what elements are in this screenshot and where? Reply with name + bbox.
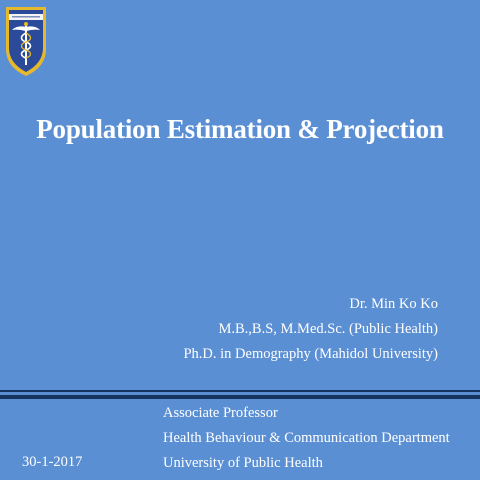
presenter-phd: Ph.D. in Demography (Mahidol University) [183,346,438,362]
presentation-date: 30-1-2017 [22,454,83,470]
university-crest-caduceus-icon [6,7,46,76]
slide-title: Population Estimation & Projection [36,114,444,144]
university-name: University of Public Health [163,455,323,471]
affiliation-block: Associate Professor Health Behaviour & C… [163,401,450,476]
presenter-degrees: M.B.,B.S, M.Med.Sc. (Public Health) [218,321,438,337]
divider-thin [0,390,480,392]
presenter-block: Dr. Min Ko Ko M.B.,B.S, M.Med.Sc. (Publi… [183,292,438,367]
position-title: Associate Professor [163,405,278,421]
university-logo [5,5,47,77]
department-name: Health Behaviour & Communication Departm… [163,430,450,446]
presenter-name: Dr. Min Ko Ko [349,296,438,312]
divider-thick [0,395,480,399]
